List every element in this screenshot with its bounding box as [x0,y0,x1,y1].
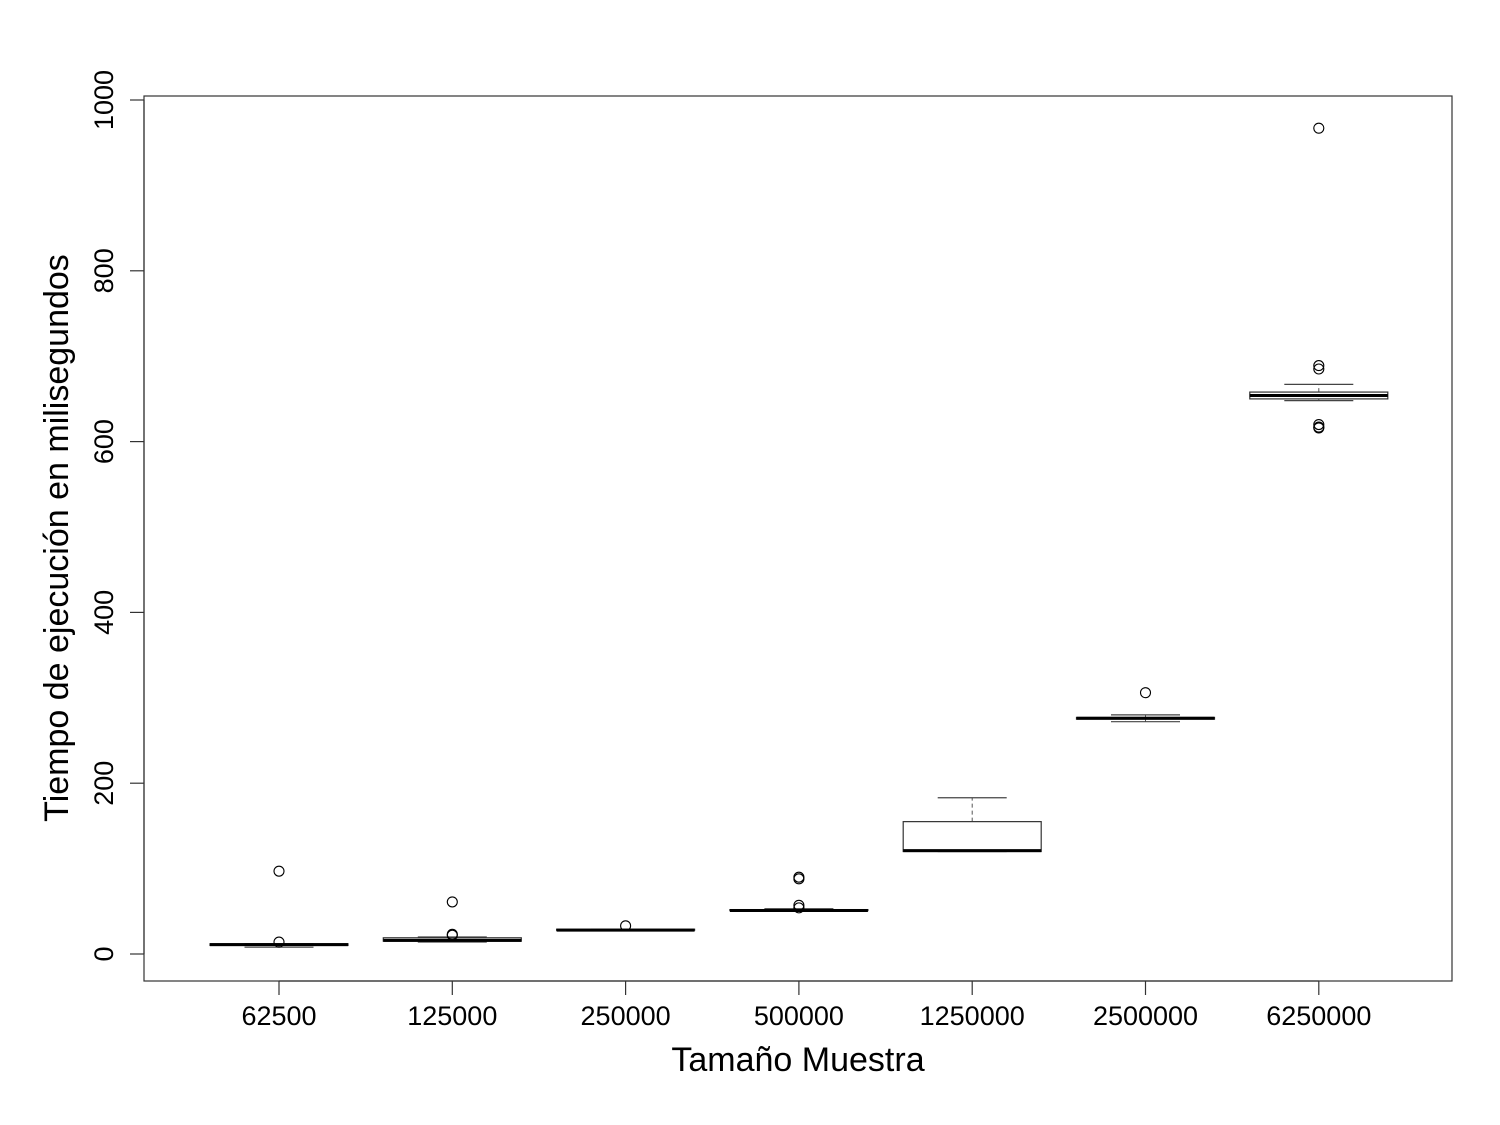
box-1250000 [902,797,1042,853]
y-tick-label: 400 [89,590,119,635]
x-axis-title: Tamaño Muestra [671,1041,924,1079]
outlier-point [1313,122,1325,134]
box-250000 [555,920,696,932]
outlier-point [273,936,285,948]
outlier-point [793,902,805,914]
outlier-point [1313,422,1325,434]
x-tick-label: 2500000 [1093,1001,1198,1031]
box-62500 [209,865,349,948]
x-tick-label: 500000 [754,1001,844,1031]
y-tick-label: 600 [89,419,119,464]
y-tick-label: 0 [89,946,119,961]
x-axis: 62500 125000 250000 500000 1250000 2500000 625… [241,980,1371,1031]
outlier-point [273,865,285,877]
box-500000 [729,871,869,914]
outlier-point [620,920,632,932]
outlier-point [446,929,458,941]
outlier-point [446,896,458,908]
y-axis-title: Tiempo de ejecución en milisegundos [38,254,76,822]
box-series [209,122,1389,948]
y-tick-label: 200 [89,761,119,806]
x-tick-label: 125000 [407,1001,497,1031]
y-axis: 0 200 400 600 800 1000 [89,70,145,962]
x-tick-label: 62500 [241,1001,316,1031]
outlier-point [793,899,805,911]
box-iqr [902,821,1042,853]
plot-frame [143,95,1453,982]
box-125000 [382,896,522,943]
box-6250000 [1249,122,1389,434]
outlier-point [1313,363,1325,375]
outlier-point [1313,418,1325,431]
x-tick-label: 250000 [581,1001,671,1031]
outlier-point [793,873,805,885]
y-tick-label: 1000 [89,70,119,130]
x-tick-label: 1250000 [920,1001,1025,1031]
outlier-point [1313,421,1325,433]
outlier-point [1313,360,1325,372]
x-tick-label: 6250000 [1266,1001,1371,1031]
y-tick-label: 800 [89,248,119,293]
outlier-point [1139,687,1152,699]
box-2500000 [1075,687,1216,723]
